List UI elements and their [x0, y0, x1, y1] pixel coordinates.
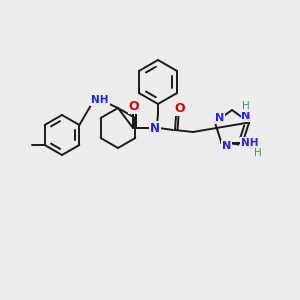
- Text: O: O: [129, 100, 139, 112]
- Text: H: H: [254, 148, 261, 158]
- Text: NH: NH: [91, 95, 109, 105]
- Text: N: N: [222, 141, 231, 151]
- Text: H: H: [242, 101, 250, 111]
- Text: NH: NH: [241, 138, 258, 148]
- Text: N: N: [150, 122, 160, 134]
- Text: N: N: [215, 113, 224, 123]
- Text: O: O: [175, 101, 185, 115]
- Text: N: N: [242, 111, 251, 122]
